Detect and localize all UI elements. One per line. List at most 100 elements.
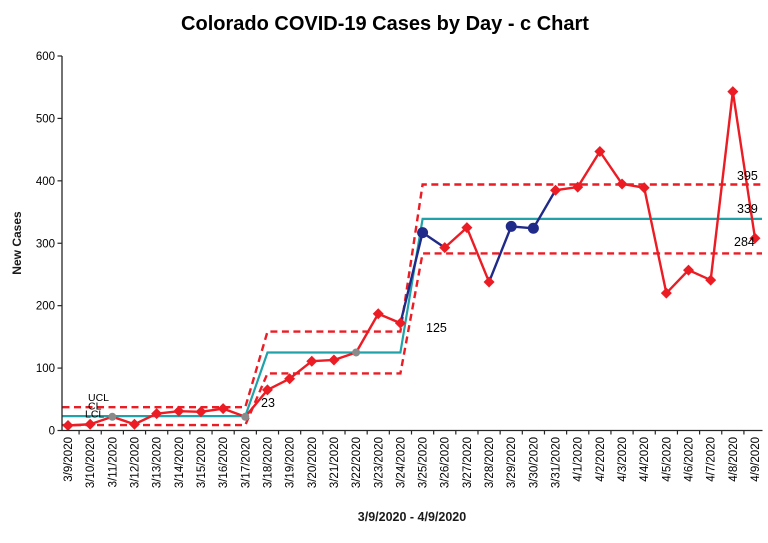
x-tick-label: 3/31/2020	[551, 437, 563, 488]
x-tick-label: 3/26/2020	[440, 437, 452, 488]
y-tick-label: 300	[36, 238, 55, 250]
data-point-diamond	[616, 178, 628, 190]
data-point-diamond	[483, 276, 495, 288]
data-point-diamond	[173, 405, 185, 417]
data-point-diamond	[461, 222, 473, 234]
data-point-diamond	[151, 408, 163, 420]
cl-line	[62, 217, 762, 418]
data-point-circle-gray	[352, 348, 361, 357]
x-tick-label: 3/17/2020	[240, 437, 252, 488]
x-tick-label: 4/2/2020	[595, 437, 607, 482]
data-point-diamond	[217, 403, 229, 415]
series-segment	[665, 268, 690, 295]
x-tick-label: 4/6/2020	[684, 437, 696, 482]
x-tick-label: 3/21/2020	[329, 437, 341, 488]
x-tick-label: 3/24/2020	[395, 437, 407, 488]
data-point-diamond	[394, 317, 406, 329]
y-tick-label: 400	[36, 176, 55, 188]
axis-lines	[61, 56, 763, 432]
x-tick-label: 3/15/2020	[196, 437, 208, 488]
y-tick-label: 0	[49, 426, 55, 438]
series-segment	[598, 150, 624, 186]
x-tick-label: 3/20/2020	[307, 437, 319, 488]
series-segment	[642, 186, 668, 295]
lcl-line	[62, 252, 762, 427]
data-series-line	[66, 90, 757, 427]
data-point-diamond	[683, 264, 695, 276]
series-segment	[487, 225, 513, 284]
data-point-circle-navy	[417, 227, 429, 239]
data-point-circle-navy	[527, 222, 539, 234]
annotation-ucl3-value: 395	[737, 169, 758, 183]
data-point-diamond	[594, 145, 606, 157]
series-segment	[244, 388, 269, 418]
x-tick-label: 3/13/2020	[152, 437, 164, 488]
series-segment	[443, 226, 469, 249]
annotation-ucl-label: UCL	[88, 392, 109, 404]
annotation-cl2-value: 125	[426, 321, 447, 335]
data-point-diamond	[62, 420, 74, 432]
data-point-circle-navy	[505, 220, 517, 232]
data-point-diamond	[660, 287, 672, 299]
data-point-diamond	[284, 373, 296, 385]
x-tick-label: 3/10/2020	[85, 437, 97, 488]
x-tick-label: 4/3/2020	[617, 437, 629, 482]
x-tick-label: 3/23/2020	[373, 437, 385, 488]
series-segment	[288, 360, 313, 380]
series-segment	[532, 188, 557, 230]
series-segment	[266, 377, 291, 392]
x-tick-label: 3/9/2020	[63, 437, 75, 482]
series-segment	[399, 231, 424, 325]
data-point-diamond	[439, 242, 451, 254]
series-segment	[731, 90, 757, 240]
data-points	[62, 86, 761, 432]
x-tick-label: 3/29/2020	[506, 437, 518, 488]
x-tick-label: 3/14/2020	[174, 437, 186, 488]
x-tick-label: 4/4/2020	[639, 437, 651, 482]
x-tick-label: 3/28/2020	[484, 437, 496, 488]
center-line	[62, 217, 762, 418]
data-point-diamond	[328, 354, 340, 366]
data-point-diamond	[306, 355, 318, 367]
data-point-diamond	[638, 182, 650, 194]
x-tick-label: 3/18/2020	[262, 437, 274, 488]
annotation-cl1-value: 23	[261, 396, 275, 410]
x-tick-label: 3/16/2020	[218, 437, 230, 488]
y-tick-label: 600	[36, 51, 55, 63]
data-point-diamond	[84, 418, 96, 430]
series-segment	[576, 150, 602, 189]
data-point-diamond	[372, 308, 384, 320]
x-tick-label: 3/30/2020	[528, 437, 540, 488]
data-point-diamond	[749, 232, 761, 244]
axes: 0 100 200 300 400 500 600 3/9/2020 3/10/2020 3/11…	[36, 51, 763, 488]
chart-title: Colorado COVID-19 Cases by Day - c Chart	[181, 13, 589, 35]
x-tick-label: 4/5/2020	[661, 437, 673, 482]
y-tick-label: 200	[36, 301, 55, 313]
x-tick-label: 3/12/2020	[129, 437, 141, 488]
series-segment	[465, 226, 491, 284]
x-tick-label: 3/22/2020	[351, 437, 363, 488]
series-segment	[709, 90, 735, 282]
y-tick-label: 500	[36, 113, 55, 125]
x-tick-label: 4/7/2020	[706, 437, 718, 482]
data-point-diamond	[195, 406, 207, 418]
data-point-diamond	[727, 86, 739, 98]
data-point-diamond	[550, 184, 562, 196]
data-point-circle-gray	[241, 412, 250, 421]
data-point-diamond	[705, 274, 717, 286]
annotation-cl-label: CL	[88, 401, 102, 413]
x-tick-label: 3/25/2020	[418, 437, 430, 488]
annotation-lcl3-value: 284	[734, 235, 755, 249]
x-axis-title: 3/9/2020 - 4/9/2020	[357, 510, 467, 524]
x-tick-label: 3/27/2020	[462, 437, 474, 488]
x-tick-label: 3/19/2020	[285, 437, 297, 488]
x-tick-label: 4/8/2020	[728, 437, 740, 482]
annotation-cl3-value: 339	[737, 202, 758, 216]
series-segment	[354, 312, 380, 354]
data-point-diamond	[572, 181, 584, 193]
x-tick-label: 4/1/2020	[573, 437, 585, 482]
y-tick-label: 100	[36, 363, 55, 375]
